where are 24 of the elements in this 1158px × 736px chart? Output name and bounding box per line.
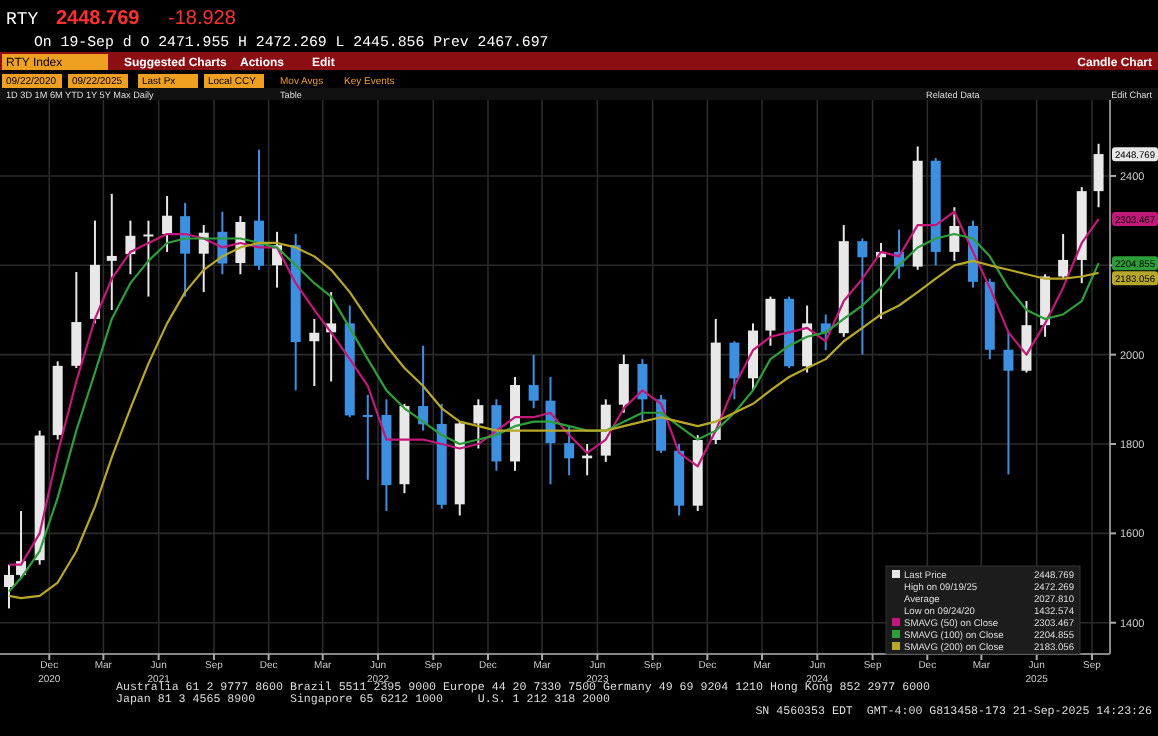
candlestick (564, 425, 575, 477)
candlestick (162, 195, 173, 253)
candlestick (4, 563, 15, 610)
candlestick (1058, 233, 1069, 280)
candlestick (528, 353, 539, 410)
candlestick (106, 192, 117, 311)
candlestick (1093, 142, 1104, 209)
chart-title: RTY (6, 10, 40, 30)
candlestick (949, 206, 960, 262)
candlestick (1003, 331, 1014, 476)
candlestick (473, 398, 484, 450)
candlestick (618, 353, 629, 414)
candlestick (71, 271, 82, 370)
candlestick (729, 340, 740, 401)
candlestick (143, 219, 154, 298)
candlestick (765, 295, 776, 347)
text: 2448.769 (56, 8, 140, 30)
text: -18.928 (168, 8, 237, 30)
candlestick (1021, 300, 1032, 374)
candlestick (362, 393, 373, 481)
candlestick (748, 322, 759, 392)
candlestick (637, 358, 648, 423)
candlestick (309, 317, 320, 387)
candlestick (857, 237, 868, 356)
